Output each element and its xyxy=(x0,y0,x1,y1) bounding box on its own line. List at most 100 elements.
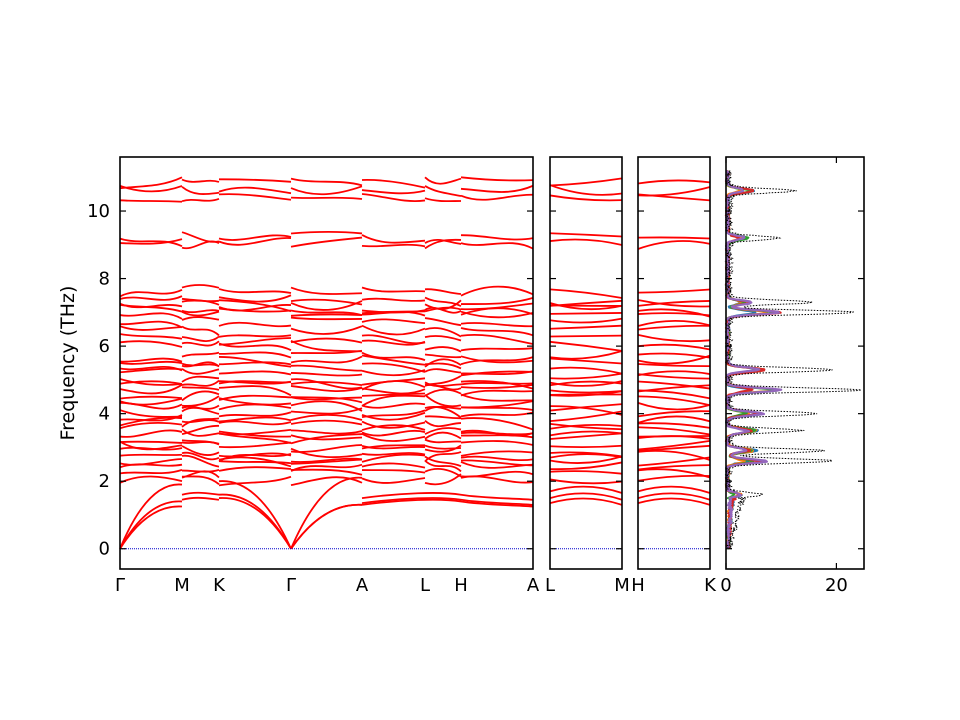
band-branch xyxy=(218,460,292,465)
band-branch xyxy=(460,184,534,193)
band-branch xyxy=(218,432,292,444)
band-branch xyxy=(181,335,220,342)
band-branch xyxy=(361,351,426,361)
band-branch xyxy=(424,420,462,428)
band-branch xyxy=(361,462,426,469)
band-branch xyxy=(424,467,462,478)
band-branch xyxy=(218,288,292,294)
x-tick-label: A xyxy=(356,575,369,596)
band-branch xyxy=(424,327,462,338)
band-branch xyxy=(290,434,363,441)
band-branch xyxy=(637,324,711,331)
band-branch xyxy=(424,455,462,468)
band-panel-l-m xyxy=(549,177,623,550)
band-branch xyxy=(218,193,292,201)
band-branch xyxy=(637,193,711,202)
band-branch xyxy=(290,407,363,415)
band-branch xyxy=(361,420,426,429)
band-branch xyxy=(119,395,183,400)
x-tick-label: M xyxy=(614,575,630,596)
band-branch xyxy=(637,440,711,451)
band-branch xyxy=(119,367,183,374)
band-branch xyxy=(119,453,183,457)
band-branch xyxy=(218,380,292,385)
band-branch xyxy=(460,310,534,319)
band-branch xyxy=(218,186,292,195)
band-branch xyxy=(119,340,183,348)
band-branch xyxy=(424,368,462,374)
band-branch xyxy=(549,184,623,196)
band-branch xyxy=(181,405,220,415)
band-branch xyxy=(218,397,292,406)
band-branch xyxy=(549,444,623,449)
band-branch xyxy=(460,389,534,397)
band-branch xyxy=(460,450,534,457)
band-branch xyxy=(181,240,220,250)
band-branch xyxy=(460,322,534,328)
band-branch xyxy=(424,431,462,440)
band-branch xyxy=(361,362,426,373)
band-branch xyxy=(119,295,183,301)
band-branch xyxy=(460,370,534,377)
band-branch xyxy=(218,234,292,241)
band-branch xyxy=(361,318,426,325)
band-branch xyxy=(424,346,462,353)
band-branch xyxy=(290,230,363,235)
band-branch xyxy=(361,369,426,377)
band-branch xyxy=(218,342,292,352)
band-branch xyxy=(218,466,292,472)
band-branch xyxy=(218,294,292,303)
acoustic-branch xyxy=(290,476,363,550)
band-branch xyxy=(460,475,534,484)
band-branch xyxy=(361,189,426,195)
band-branch xyxy=(290,381,363,387)
band-branch xyxy=(119,475,183,484)
band-branch xyxy=(424,444,462,450)
band-branch xyxy=(119,421,183,430)
band-branch xyxy=(290,429,363,435)
band-branch xyxy=(218,334,292,338)
band-branch xyxy=(460,285,534,297)
band-branch xyxy=(181,395,220,407)
acoustic-branch xyxy=(119,500,183,550)
band-branch xyxy=(637,352,711,359)
band-branch xyxy=(460,327,534,337)
band-branch xyxy=(119,176,183,190)
band-branch xyxy=(290,349,363,355)
band-branch xyxy=(549,340,623,352)
acoustic-branch xyxy=(549,497,623,506)
band-branch xyxy=(549,312,623,315)
band-branch xyxy=(637,474,711,482)
band-branch xyxy=(637,288,711,294)
band-branch xyxy=(119,429,183,438)
band-branch xyxy=(119,333,183,340)
band-branch xyxy=(460,382,534,386)
band-branch xyxy=(218,361,292,366)
band-branch xyxy=(119,357,183,363)
x-tick-label: H xyxy=(631,575,645,596)
band-branch xyxy=(424,176,462,185)
band-branch xyxy=(361,310,426,315)
band-branch xyxy=(119,360,183,365)
band-branch xyxy=(119,402,183,410)
band-branch xyxy=(181,451,220,461)
band-branch xyxy=(218,356,292,368)
band-branch xyxy=(119,303,183,313)
band-branch xyxy=(290,185,363,196)
acoustic-branch xyxy=(218,493,292,550)
band-branch xyxy=(549,357,623,365)
band-branch xyxy=(637,422,711,429)
band-branch xyxy=(361,444,426,450)
band-branch xyxy=(181,475,220,485)
band-branch xyxy=(119,409,183,418)
band-branch xyxy=(424,353,462,359)
band-branch xyxy=(424,406,462,419)
band-branch xyxy=(424,197,462,203)
band-branch xyxy=(637,300,711,307)
band-branch xyxy=(637,186,711,197)
band-branch xyxy=(549,478,623,485)
band-branch xyxy=(290,458,363,465)
band-branch xyxy=(361,179,426,189)
band-branch xyxy=(290,444,363,453)
